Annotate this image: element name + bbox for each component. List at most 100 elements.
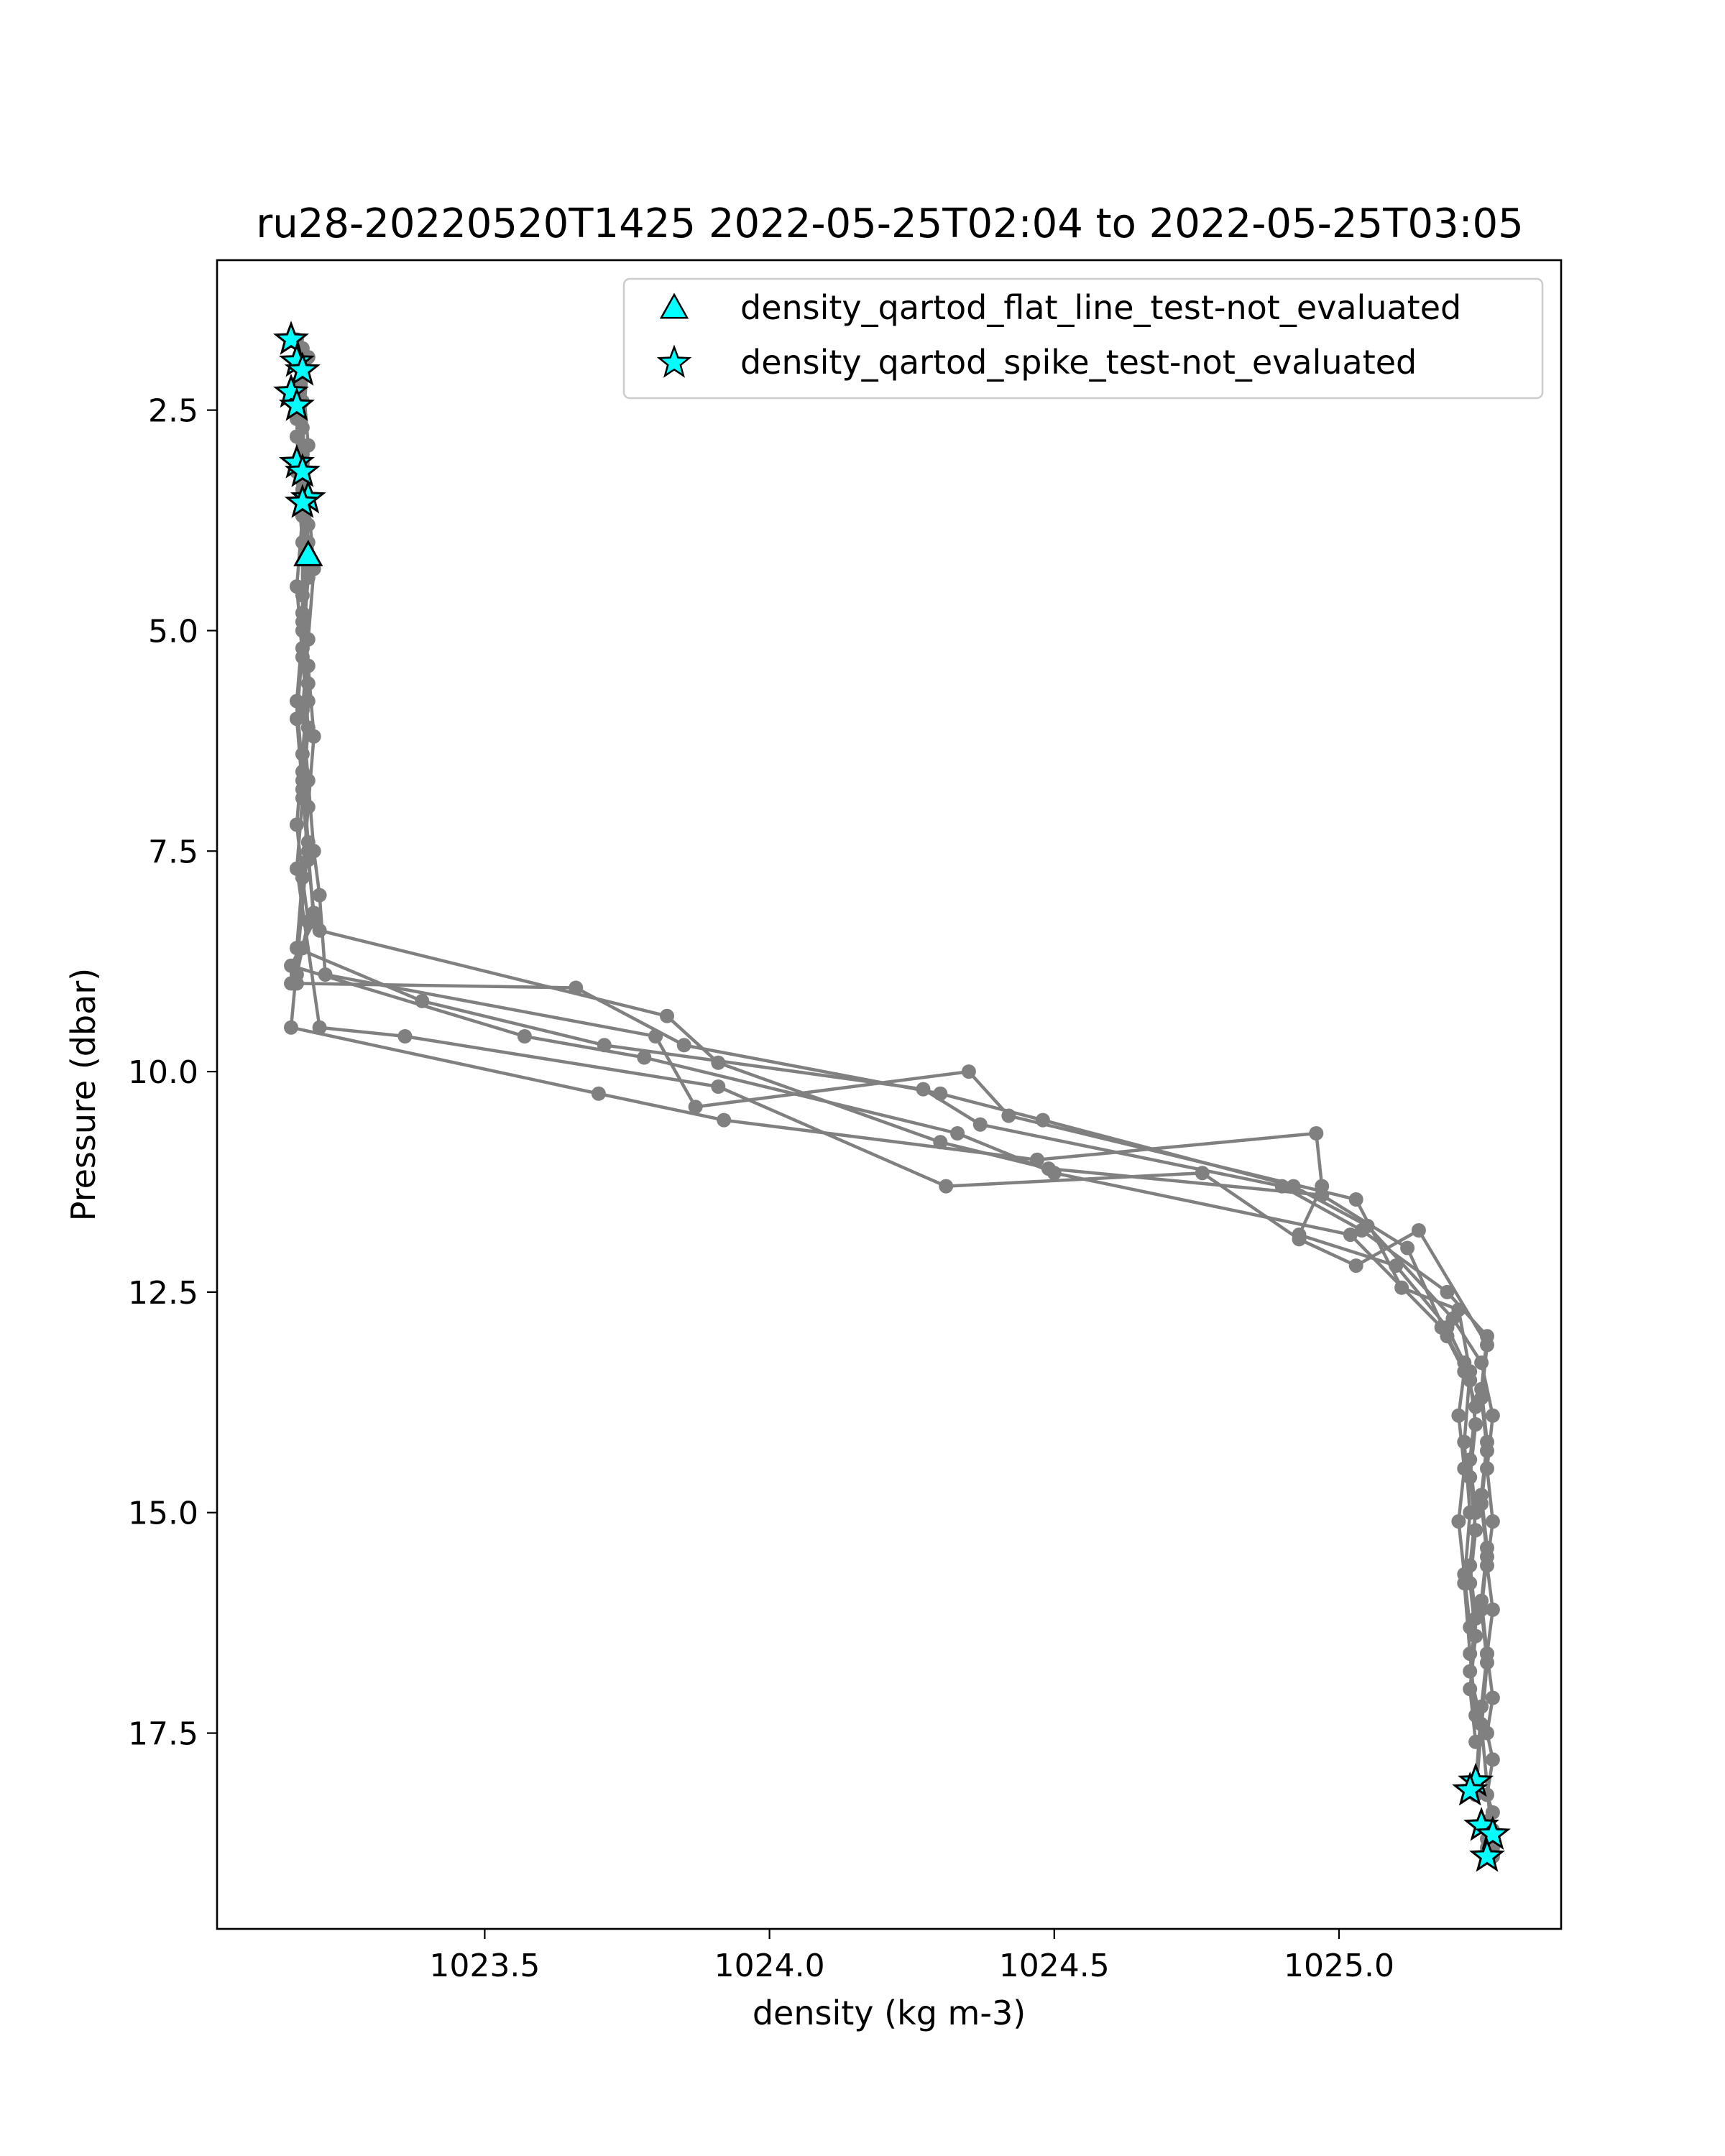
y-tick-label: 12.5 (128, 1275, 198, 1312)
profile-point (1274, 1179, 1289, 1194)
profile-point (1485, 1752, 1500, 1767)
profile-point (1485, 1514, 1500, 1529)
x-tick-label: 1024.5 (999, 1948, 1110, 1984)
profile-point (397, 1029, 413, 1044)
spike-flag-star (1474, 1815, 1511, 1850)
profile-point (306, 914, 321, 929)
profile-point (1457, 1434, 1472, 1450)
x-axis: 1023.5 1024.0 1024.5 1025.0 (429, 1929, 1394, 1984)
profile-point (1474, 1602, 1489, 1617)
x-tick-label: 1024.0 (714, 1948, 825, 1984)
profile-point (295, 791, 310, 806)
profile-point (711, 1079, 726, 1094)
profile-point (1485, 1408, 1500, 1423)
profile-point (1480, 1655, 1494, 1670)
plot-frame (216, 259, 1563, 1930)
legend: density_qartod_flat_line_test-not_evalua… (622, 277, 1544, 400)
legend-label-spike: density_qartod_spike_test-not_evaluated (740, 343, 1417, 382)
legend-box (622, 277, 1544, 400)
profile-point (1480, 1443, 1494, 1458)
profile-point (688, 1100, 703, 1115)
profile-point (1292, 1232, 1307, 1247)
y-tick-label: 15.0 (128, 1496, 198, 1532)
profile-line-2 (295, 366, 1478, 1743)
profiles-layer (284, 332, 1500, 1864)
profile-point (961, 1064, 976, 1079)
profile-point (648, 1029, 663, 1044)
profile-point (637, 1050, 652, 1065)
profile-point (591, 1086, 606, 1101)
profile-point (1030, 1152, 1044, 1167)
profile-line-6 (289, 348, 1495, 1848)
profile-point (717, 1112, 732, 1128)
profile-point (1400, 1240, 1415, 1256)
profile-point (1485, 1602, 1500, 1617)
profile-point (284, 1020, 298, 1035)
profile-point (1463, 1558, 1478, 1573)
spike-flag-star (1452, 1772, 1489, 1806)
profile-point (1343, 1227, 1358, 1243)
y-axis-label: Pressure (dbar) (64, 968, 103, 1221)
profile-point (916, 1082, 931, 1097)
profile-point (300, 720, 316, 735)
x-tick-label: 1025.0 (1284, 1948, 1394, 1984)
y-tick-label: 10.0 (128, 1054, 198, 1091)
profile-point (295, 623, 310, 638)
profile-point (289, 579, 304, 594)
profile-point (660, 1008, 674, 1023)
profile-point (289, 694, 304, 709)
profile-line-4 (295, 383, 1489, 1787)
profile-point (1354, 1223, 1369, 1238)
profile-line-5 (289, 383, 1472, 1628)
profile-point (1001, 1108, 1016, 1123)
profile-point (1440, 1320, 1455, 1335)
y-tick-label: 7.5 (148, 834, 198, 870)
profile-point (1485, 1690, 1500, 1705)
spike-flag-star (278, 387, 315, 421)
y-axis: 2.5 5.0 7.5 10.0 12.5 15.0 17.5 (128, 393, 217, 1753)
profile-point (312, 888, 327, 903)
profile-point (1463, 1664, 1478, 1679)
x-axis-label: density (kg m-3) (753, 1994, 1026, 2032)
spike-flag-star (1469, 1838, 1505, 1872)
profile-point (300, 835, 316, 849)
legend-triangle-icon (659, 292, 689, 319)
spike-flag-star (284, 484, 321, 518)
flags-layer (273, 321, 1511, 1872)
spike-flag-star (284, 453, 321, 487)
x-tick-label: 1023.5 (429, 1948, 540, 1984)
y-tick-label: 17.5 (128, 1716, 198, 1753)
profile-point (1389, 1258, 1404, 1273)
profile-point (1480, 1337, 1494, 1353)
profile-point (1474, 1496, 1489, 1511)
profile-point (1463, 1452, 1478, 1468)
profile-point (295, 764, 310, 779)
profile-point (1440, 1284, 1455, 1299)
spike-flag-star (273, 321, 309, 355)
profile-point (1474, 1391, 1489, 1406)
legend-star-icon (656, 344, 692, 378)
profile-point (289, 861, 304, 876)
profile-point (950, 1126, 965, 1141)
profile-point (1348, 1258, 1363, 1273)
profile-point (1348, 1192, 1363, 1207)
profile-line-3 (300, 356, 1478, 1716)
y-tick-label: 5.0 (148, 613, 198, 650)
profile-point (1309, 1126, 1324, 1141)
profile-point (1411, 1223, 1426, 1238)
profile-point (295, 650, 310, 665)
profile-point (1457, 1355, 1472, 1370)
flat-line-flag-triangle (293, 540, 323, 566)
profile-line-7 (295, 374, 1489, 1795)
y-tick-label: 2.5 (148, 393, 198, 430)
spike-flag-star (284, 351, 321, 386)
profile-point (284, 958, 298, 973)
profile-point (517, 1029, 532, 1044)
profile-point (1046, 1166, 1062, 1181)
profile-point (939, 1179, 954, 1194)
profile-point (312, 1020, 327, 1035)
chart-title: ru28-20220520T1425 2022-05-25T02:04 to 2… (256, 201, 1523, 247)
profile-point (300, 438, 316, 453)
profile-point (1480, 1549, 1494, 1565)
